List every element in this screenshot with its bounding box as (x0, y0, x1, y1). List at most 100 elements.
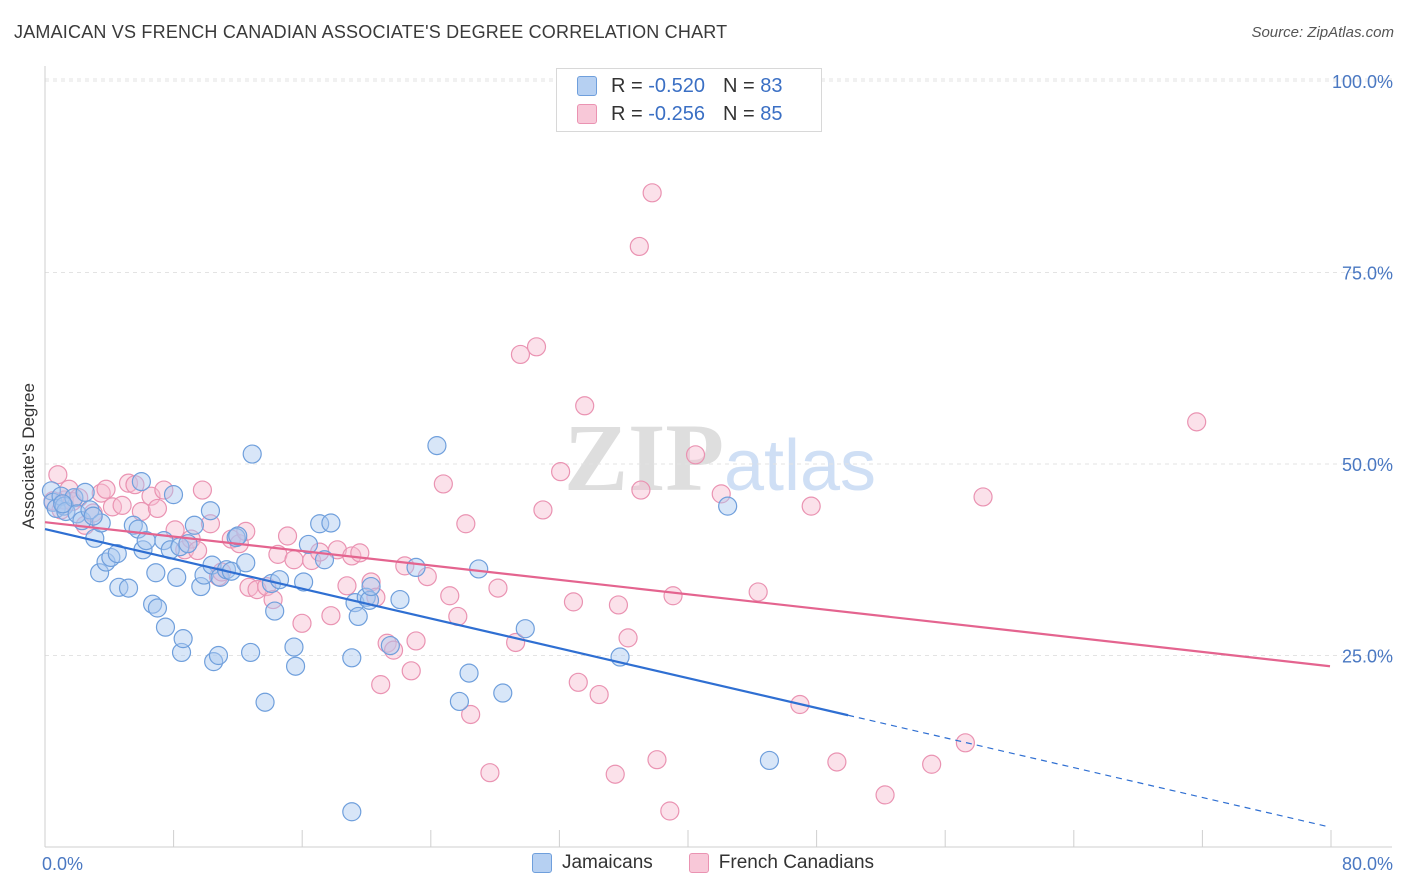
point-french-canadians (589, 684, 609, 705)
point-french-canadians (284, 550, 304, 570)
y-tick-label: 25.0% (1342, 647, 1393, 667)
trend-lines (44, 521, 1331, 828)
point-french-canadians (973, 487, 993, 507)
point-french-canadians (277, 526, 298, 546)
point-jamaicans (342, 802, 362, 822)
legend-row-jamaicans: R = -0.520 N = 83 (577, 73, 782, 99)
point-french-canadians (563, 592, 584, 612)
point-french-canadians (827, 752, 847, 772)
point-french-canadians (48, 465, 68, 485)
point-french-canadians (510, 344, 531, 365)
point-french-canadians (631, 480, 651, 500)
legend-item-jamaicans: Jamaicans (531, 852, 653, 874)
point-french-canadians (568, 672, 588, 692)
point-jamaicans (83, 506, 103, 526)
point-jamaicans (298, 534, 319, 555)
point-french-canadians (605, 764, 625, 784)
point-french-canadians (433, 474, 453, 494)
point-french-canadians (685, 445, 706, 465)
point-jamaicans (210, 567, 230, 587)
point-jamaicans (163, 485, 184, 505)
point-jamaicans (427, 436, 447, 456)
point-french-canadians (456, 514, 476, 534)
point-jamaicans (321, 513, 341, 533)
legend-label-french-canadians: French Canadians (718, 852, 875, 873)
point-jamaicans (147, 598, 168, 618)
point-jamaicans (131, 472, 151, 492)
point-french-canadians (112, 495, 132, 515)
point-jamaicans (361, 576, 381, 597)
point-french-canadians (748, 582, 768, 602)
legend-r-label: R = (611, 74, 643, 97)
point-french-canadians (480, 763, 500, 783)
point-french-canadians (618, 628, 638, 648)
point-jamaicans (173, 629, 193, 649)
point-jamaicans (255, 692, 275, 712)
correlation-legend: R = -0.520 N = 83 R = -0.256 N = 85 (556, 68, 822, 132)
point-jamaicans (53, 494, 73, 514)
point-french-canadians (371, 675, 391, 695)
point-french-canadians (922, 754, 942, 774)
point-jamaicans (515, 619, 535, 639)
pink-swatch (688, 853, 709, 873)
point-jamaicans (90, 563, 110, 583)
point-french-canadians (488, 578, 508, 598)
point-jamaicans (348, 606, 368, 627)
blue-swatch (577, 76, 597, 96)
point-french-canadians (154, 480, 174, 500)
point-jamaicans (469, 559, 489, 579)
legend-item-french-canadians: French Canadians (688, 852, 875, 874)
source-label: Source: ZipAtlas.com (1251, 24, 1394, 41)
point-jamaicans (718, 496, 738, 516)
point-french-canadians (533, 500, 553, 520)
point-french-canadians (192, 480, 213, 500)
point-french-canadians (440, 586, 460, 606)
point-jamaicans (493, 683, 513, 703)
point-jamaicans (242, 444, 262, 464)
point-french-canadians (642, 183, 662, 203)
point-french-canadians (660, 801, 680, 821)
point-jamaicans (236, 553, 256, 573)
y-tick-label: 75.0% (1342, 264, 1393, 284)
point-french-canadians (292, 613, 312, 633)
point-jamaicans (171, 642, 192, 663)
point-jamaicans (459, 663, 479, 683)
trend-line-french-canadians (44, 521, 1331, 668)
y-tick-label: 100.0% (1332, 72, 1393, 92)
point-french-canadians (461, 704, 481, 725)
point-jamaicans (294, 572, 314, 592)
trend-line-jamaicans (44, 528, 849, 717)
chart-title: JAMAICAN VS FRENCH CANADIAN ASSOCIATE'S … (14, 22, 728, 42)
point-french-canadians (551, 462, 571, 482)
point-french-canadians (575, 396, 595, 416)
point-jamaicans (228, 526, 248, 546)
trend-line-jamaicans-extrapolated (847, 714, 1331, 828)
point-jamaicans (285, 656, 306, 676)
point-jamaicans (406, 557, 426, 578)
point-jamaicans (380, 635, 400, 656)
point-french-canadians (875, 785, 895, 805)
point-french-canadians (321, 606, 341, 626)
legend-r-value: -0.520 (648, 74, 705, 97)
point-jamaicans (75, 482, 95, 502)
point-jamaicans (118, 578, 139, 598)
point-french-canadians (647, 750, 667, 770)
x-tick-label: 0.0% (42, 854, 83, 874)
point-jamaicans (208, 645, 229, 666)
point-jamaicans (167, 567, 187, 587)
legend-n-value: 85 (760, 102, 783, 125)
point-french-canadians (406, 631, 426, 651)
point-french-canadians (96, 479, 116, 499)
legend-row-french-canadians: R = -0.256 N = 85 (577, 101, 782, 127)
legend-label-jamaicans: Jamaicans (561, 852, 653, 873)
point-jamaicans (155, 617, 176, 637)
point-french-canadians (147, 498, 168, 519)
point-jamaicans (265, 601, 285, 621)
point-french-canadians (663, 586, 683, 606)
blue-swatch (531, 853, 552, 873)
legend-r-label: R = (611, 102, 643, 125)
point-jamaicans (241, 642, 261, 663)
point-jamaicans (146, 563, 166, 583)
point-french-canadians (200, 514, 221, 534)
series-legend: Jamaicans French Canadians (0, 852, 1406, 874)
